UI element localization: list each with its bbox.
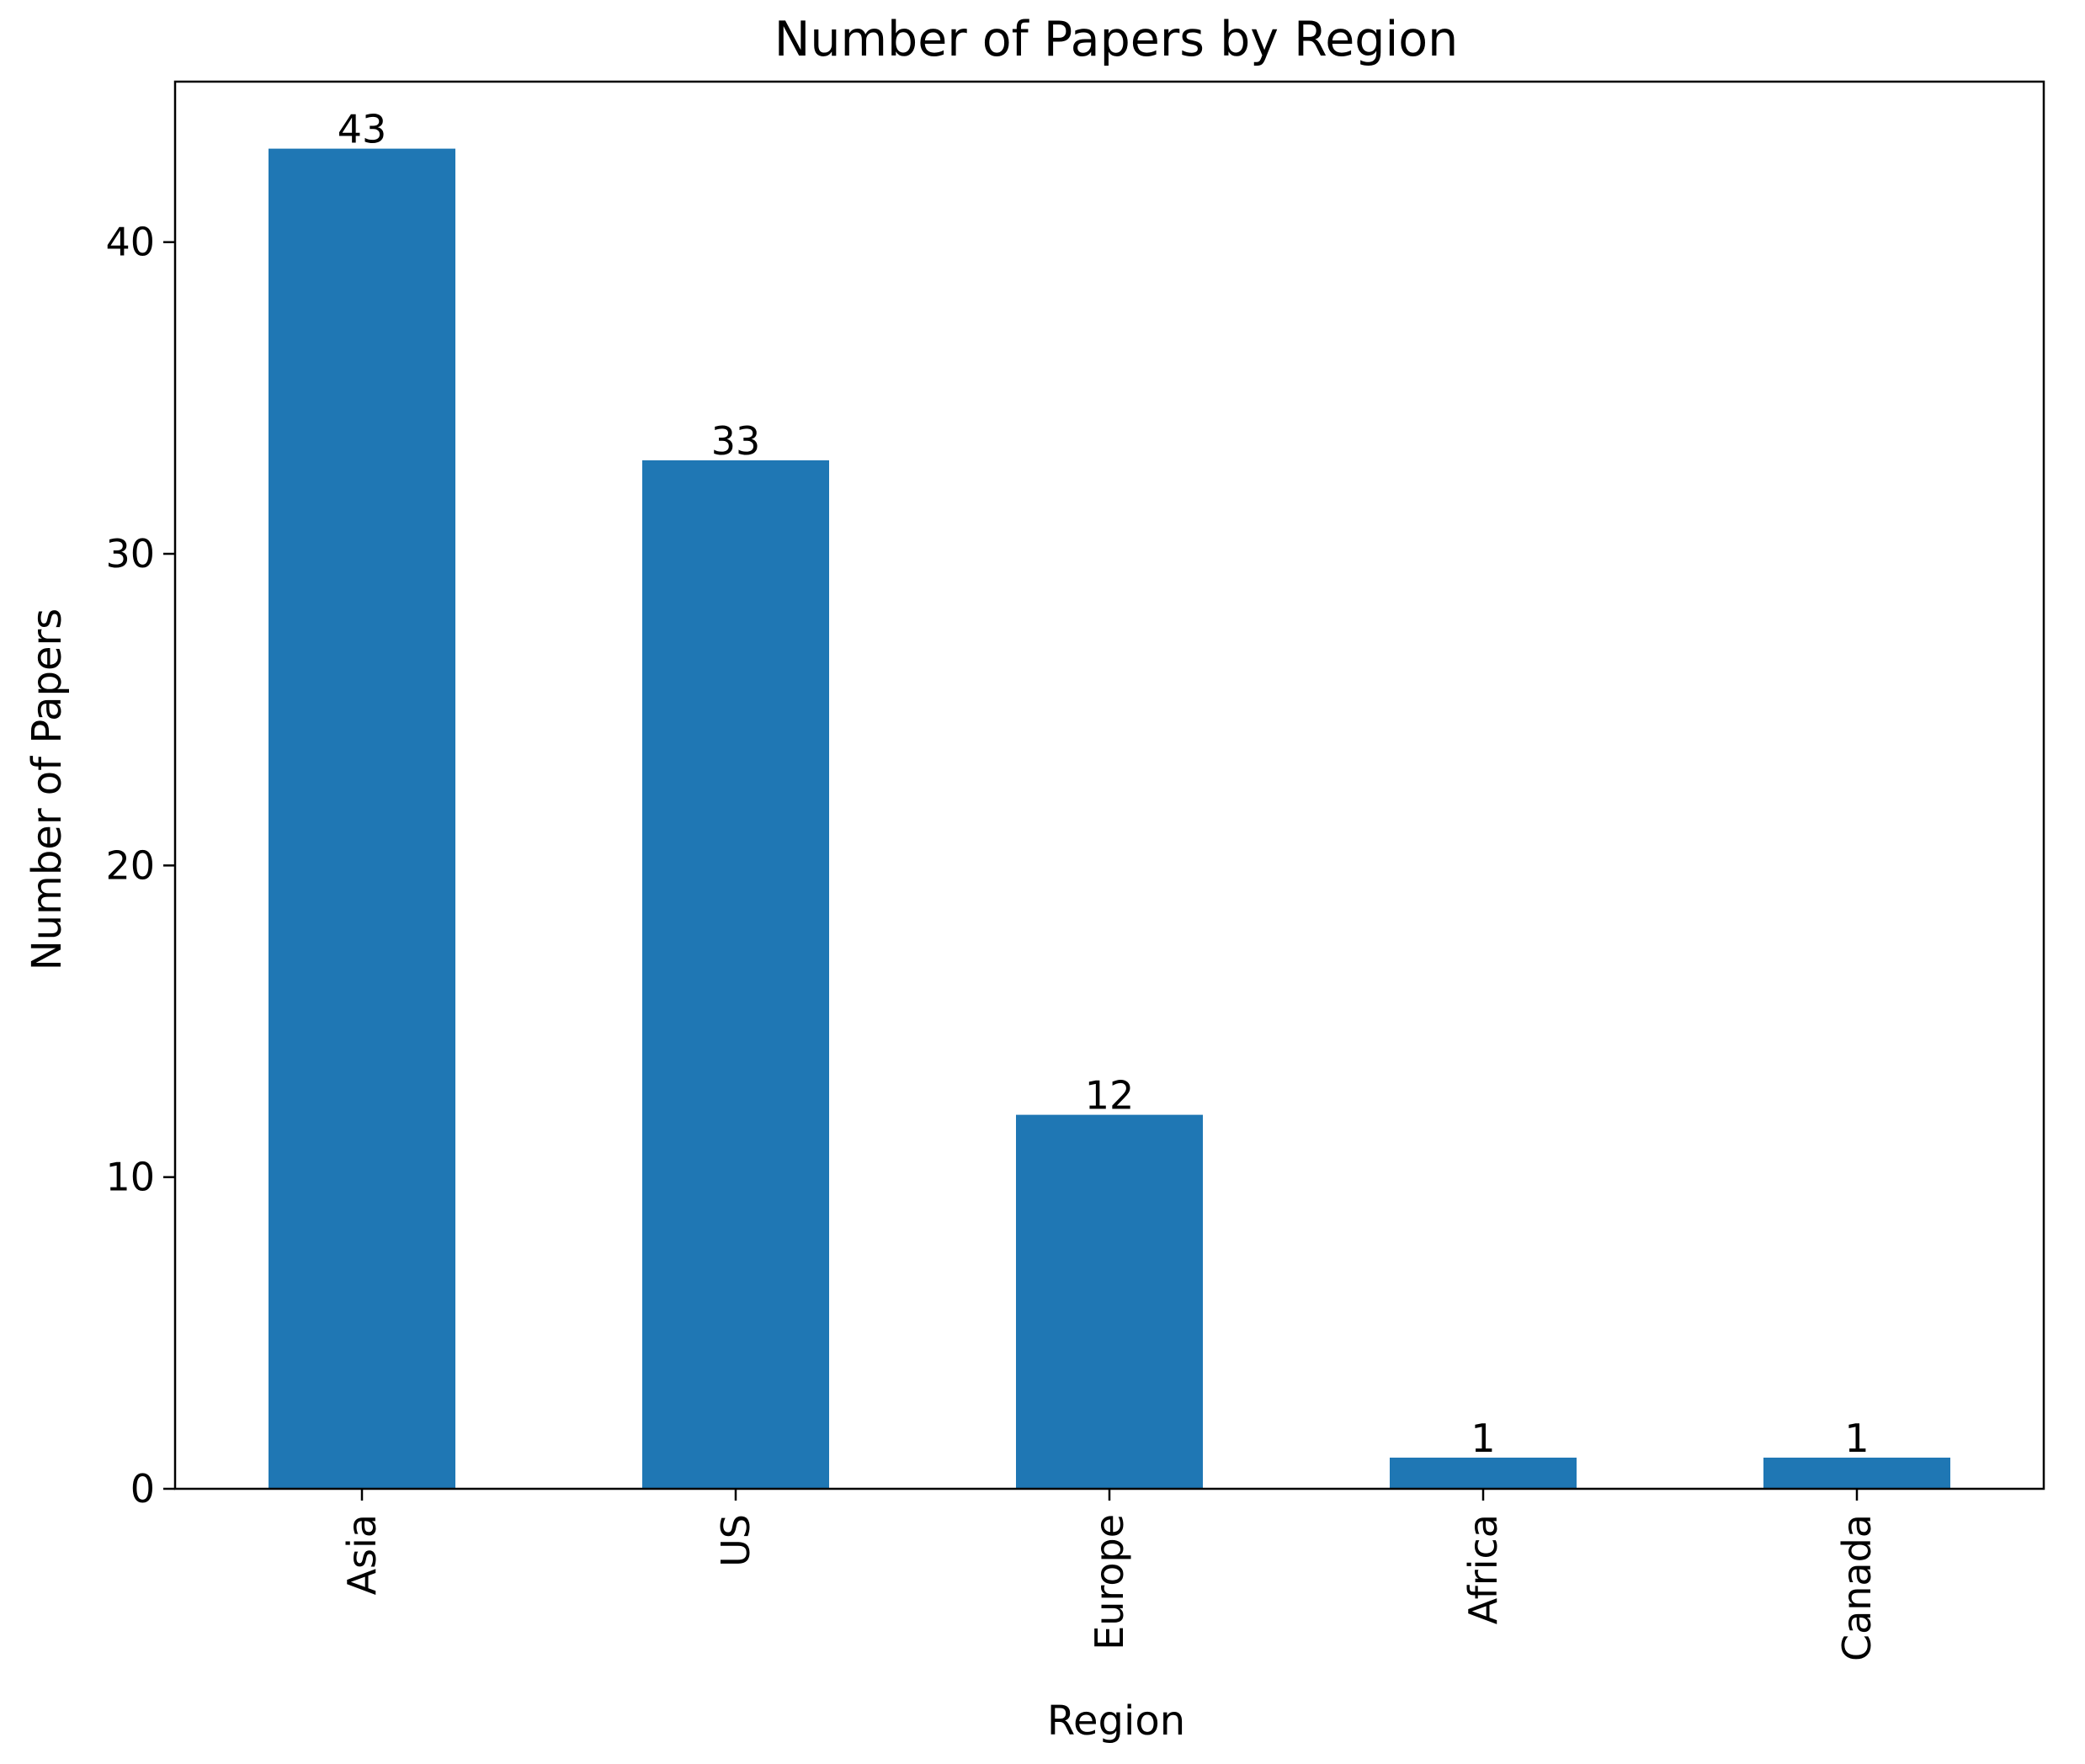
chart-title: Number of Papers by Region — [774, 12, 1459, 67]
y-tick-label: 20 — [105, 842, 155, 888]
bar-africa — [1390, 1457, 1577, 1489]
bar-us — [642, 460, 829, 1489]
data-label-us: 33 — [711, 418, 761, 464]
x-axis-label: Region — [1047, 1698, 1185, 1745]
x-tick-label: Asia — [339, 1514, 385, 1595]
y-axis-label: Number of Papers — [24, 608, 71, 971]
y-tick-label: 0 — [130, 1466, 155, 1512]
data-label-africa: 1 — [1471, 1416, 1495, 1461]
bar-asia — [269, 148, 455, 1490]
y-tick-label: 40 — [105, 220, 155, 265]
axes-frame — [173, 80, 2045, 1490]
y-tick-label: 30 — [105, 531, 155, 576]
data-label-europe: 12 — [1085, 1073, 1135, 1118]
bar-canada — [1763, 1457, 1950, 1489]
x-tick-label: US — [713, 1514, 758, 1567]
plot-area: 43 Asia 33 US 12 Europe 1 Africa 1 Canada 0 10 20 30 4… — [105, 80, 2045, 1661]
bar-europe — [1016, 1114, 1203, 1489]
x-tick-label: Africa — [1460, 1514, 1506, 1624]
x-tick-label: Europe — [1087, 1514, 1132, 1650]
data-label-canada: 1 — [1844, 1416, 1869, 1461]
y-tick-label: 10 — [105, 1155, 155, 1200]
x-tick-label: Canada — [1834, 1514, 1880, 1661]
data-label-asia: 43 — [338, 107, 387, 152]
